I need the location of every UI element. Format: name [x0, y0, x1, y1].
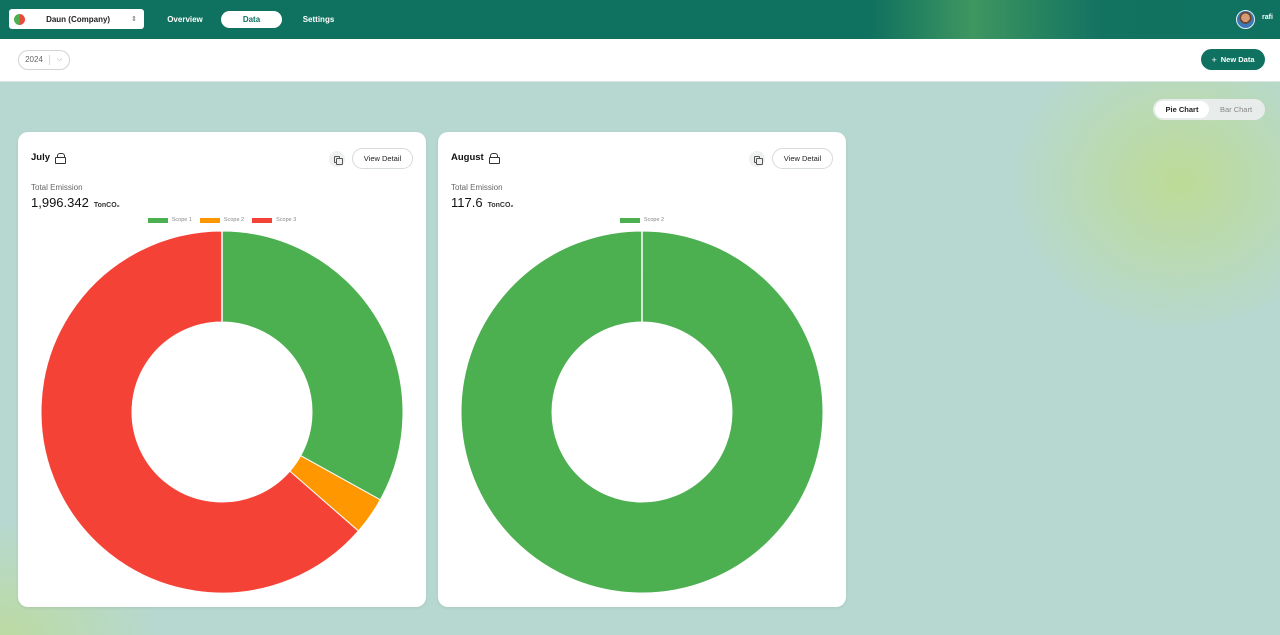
copy-icon [333, 155, 343, 165]
view-detail-button[interactable]: View Detail [352, 148, 413, 169]
legend-label: Scope 2 [223, 217, 245, 223]
new-data-button[interactable]: + New Data [1201, 49, 1265, 70]
nav-overview[interactable]: Overview [167, 15, 203, 24]
donut-chart [460, 230, 824, 594]
emission-number: 1,996.342 [31, 195, 89, 210]
month-card-july: July View Detail Total Emission 1,996.34… [18, 132, 426, 607]
legend-item[interactable]: Scope 2 [199, 217, 245, 223]
legend-swatch [199, 217, 220, 223]
user-avatar[interactable] [1236, 10, 1255, 29]
donut-slice-scope-1[interactable] [221, 230, 404, 501]
emission-unit: TonCO₂ [93, 202, 120, 209]
card-title: July [31, 152, 67, 164]
chevron-up-down-icon: ⇕ [131, 15, 137, 23]
company-selector[interactable]: Daun (Company) ⇕ [9, 9, 144, 29]
copy-button[interactable] [329, 151, 345, 167]
year-value: 2024 [19, 55, 50, 65]
legend-item[interactable]: Scope 1 [147, 217, 192, 223]
emission-number: 117.6 [451, 195, 483, 210]
chevron-down-icon: ⌵ [56, 56, 63, 63]
chart-legend: Scope 2 [438, 217, 846, 223]
donut-slice-scope-3[interactable] [40, 230, 360, 594]
chart-type-toggle: Pie Chart Bar Chart [1153, 99, 1265, 120]
legend-label: Scope 1 [171, 217, 192, 223]
card-month: July [31, 152, 51, 163]
company-name: Daun (Company) [46, 14, 111, 24]
total-emission-label: Total Emission [31, 183, 83, 192]
lock-icon [488, 153, 500, 164]
legend-label: Scope 2 [643, 217, 665, 223]
company-logo-icon [14, 13, 25, 25]
legend-swatch [252, 217, 273, 223]
card-title: August [451, 152, 500, 164]
legend-item[interactable]: Scope 2 [619, 217, 665, 223]
donut-chart [40, 230, 404, 594]
legend-item[interactable]: Scope 3 [252, 217, 296, 223]
total-emission-value: 117.6 TonCO₂ [451, 195, 514, 210]
legend-swatch [619, 217, 640, 223]
legend-label: Scope 3 [276, 217, 297, 223]
lock-icon [55, 153, 67, 164]
toggle-bar-chart[interactable]: Bar Chart [1219, 105, 1253, 114]
copy-button[interactable] [749, 151, 765, 167]
top-nav-bar: Daun (Company) ⇕ Overview Data Settings … [0, 0, 1280, 39]
emission-unit: TonCO₂ [487, 202, 514, 209]
toggle-pie-chart[interactable]: Pie Chart [1155, 101, 1209, 118]
copy-icon [753, 155, 763, 165]
month-card-august: August View Detail Total Emission 117.6 … [438, 132, 846, 607]
donut-slice-scope-2[interactable] [460, 230, 824, 594]
total-emission-label: Total Emission [451, 183, 503, 192]
plus-icon: + [1211, 54, 1217, 65]
chart-legend: Scope 1 Scope 2 Scope 3 [18, 217, 426, 223]
year-selector[interactable]: 2024 ⌵ [18, 50, 70, 70]
user-name[interactable]: rafi [1262, 14, 1273, 21]
nav-data[interactable]: Data [221, 11, 282, 28]
legend-swatch [147, 217, 168, 223]
nav-settings[interactable]: Settings [302, 15, 335, 24]
new-data-label: New Data [1220, 55, 1255, 64]
view-detail-button[interactable]: View Detail [772, 148, 833, 169]
toolbar: 2024 ⌵ + New Data [0, 39, 1280, 82]
total-emission-value: 1,996.342 TonCO₂ [31, 195, 120, 210]
card-month: August [451, 152, 484, 163]
